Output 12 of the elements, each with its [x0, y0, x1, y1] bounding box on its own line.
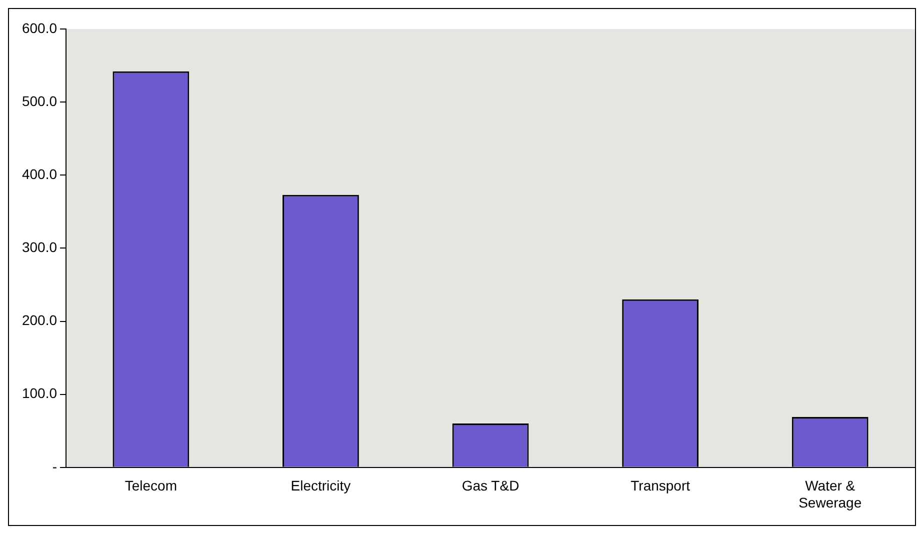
- y-tick-label: 500.0: [22, 92, 58, 109]
- x-tick-label: Transport: [630, 478, 690, 494]
- y-tick-label: 200.0: [22, 312, 58, 328]
- x-tick-label: Telecom: [124, 478, 177, 494]
- y-tick-label: 400.0: [22, 166, 58, 182]
- y-tick-label: 300.0: [22, 239, 58, 256]
- x-tick-label: Water & Sewerage: [798, 478, 862, 510]
- y-tick-label: 600.0: [22, 20, 58, 36]
- x-tick-label: Gas T&D: [462, 478, 520, 494]
- y-tick-label: -: [52, 458, 58, 474]
- y-tick-label: 100.0: [22, 385, 58, 402]
- x-tick-label: Electricity: [290, 478, 351, 494]
